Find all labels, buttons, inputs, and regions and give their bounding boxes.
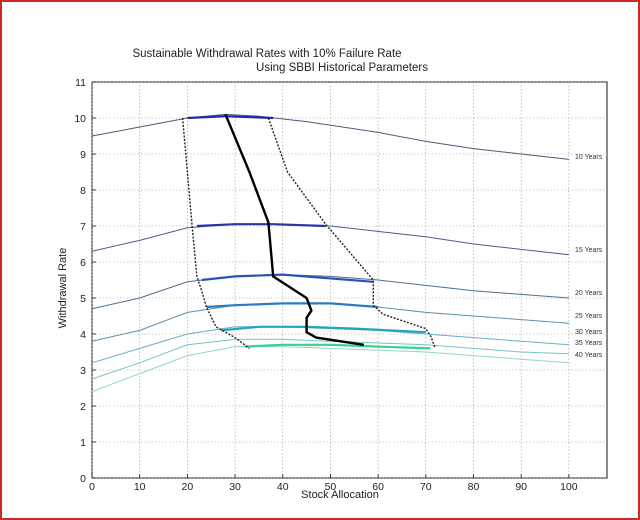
boundary-lines xyxy=(181,117,436,349)
series-label: 20 Years xyxy=(575,290,603,297)
series-label: 25 Years xyxy=(575,313,603,320)
series-line xyxy=(91,338,569,380)
x-tick-label: 90 xyxy=(515,481,527,493)
y-tick-label: 11 xyxy=(75,77,86,89)
chart-title: Sustainable Withdrawal Rates with 10% Fa… xyxy=(132,48,401,60)
x-tick-labels: 0 10 20 30 40 50 60 70 80 90 100 xyxy=(89,474,578,493)
series-label: 15 Years xyxy=(575,247,603,254)
x-tick-label: 70 xyxy=(420,481,432,493)
highlight-segment xyxy=(196,223,326,228)
series-label: 35 Years xyxy=(575,340,603,347)
boundary-line xyxy=(267,117,436,349)
chart-subtitle: Using SBBI Historical Parameters xyxy=(256,62,428,74)
x-tick-label: 50 xyxy=(325,481,337,493)
x-tick-label: 40 xyxy=(277,481,289,493)
y-axis-label: Withdrawal Rate xyxy=(57,248,69,329)
x-tick-label: 20 xyxy=(182,481,194,493)
x-tick-label: 10 xyxy=(134,481,146,493)
y-tick-label: 10 xyxy=(74,113,86,125)
series-labels: 10 Years 15 Years 20 Years 25 Years 30 Years… xyxy=(575,154,603,359)
series-label: 30 Years xyxy=(575,329,603,336)
y-tick-label: 4 xyxy=(80,329,86,341)
y-tick-label: 1 xyxy=(80,437,86,449)
series-label: 10 Years xyxy=(575,154,603,161)
x-tick-label: 0 xyxy=(89,481,95,493)
boundary-line xyxy=(181,117,250,349)
y-tick-label: 2 xyxy=(80,401,86,413)
x-tick-label: 60 xyxy=(372,481,384,493)
y-tick-label: 5 xyxy=(80,293,86,305)
highlight-segment xyxy=(206,302,379,309)
y-tick-label: 9 xyxy=(80,149,86,161)
series-line xyxy=(91,346,569,393)
y-tick-label: 6 xyxy=(80,257,86,269)
y-tick-label: 3 xyxy=(80,365,86,377)
x-tick-label: 30 xyxy=(229,481,241,493)
y-tick-label: 8 xyxy=(80,185,86,197)
x-axis-label: Stock Allocation xyxy=(301,489,379,501)
series-line xyxy=(91,223,569,256)
series-line xyxy=(91,113,569,160)
x-tick-label: 80 xyxy=(468,481,480,493)
series-label: 40 Years xyxy=(575,352,603,359)
highlight-segment xyxy=(244,343,431,350)
y-tick-label: 0 xyxy=(80,473,86,485)
series-line xyxy=(91,274,569,310)
y-tick-labels: 0 1 2 3 4 5 6 7 8 9 10 11 xyxy=(74,77,96,485)
optimal-path xyxy=(224,113,364,346)
y-tick-label: 7 xyxy=(80,221,86,233)
highlight-segment xyxy=(201,273,374,283)
optimal-path-line xyxy=(224,113,364,346)
x-tick-label: 100 xyxy=(560,481,578,493)
grid xyxy=(91,81,607,479)
